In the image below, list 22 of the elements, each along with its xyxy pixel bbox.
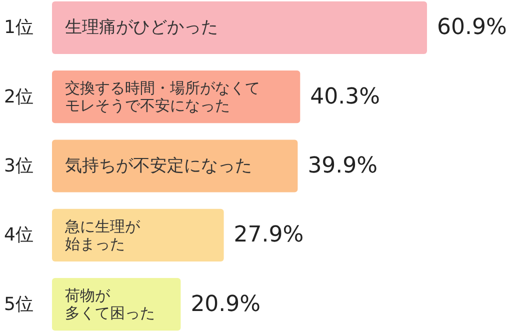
y-tick-label: 2位	[4, 86, 34, 108]
annotation: 荷物が	[65, 286, 111, 305]
y-tick-label: 3位	[4, 156, 34, 176]
bar	[52, 1, 427, 54]
annotation: 気持ちが不安定になった	[65, 156, 252, 176]
data-label: 40.3%	[310, 84, 380, 110]
y-tick-label: 4位	[4, 224, 34, 246]
bar	[52, 140, 298, 192]
data-label: 20.9%	[190, 292, 261, 317]
annotation: 交換する時間・場所がなくて	[65, 79, 260, 98]
annotation: 生理痛がひどかった	[65, 18, 218, 38]
bar	[52, 278, 181, 331]
annotation: 始まった	[65, 234, 125, 253]
y-tick-label: 5位	[4, 294, 34, 315]
y-tick-label: 1位	[4, 17, 34, 38]
annotation: モレそうで不安になった	[65, 96, 230, 114]
annotation: 多くて困った	[65, 304, 155, 322]
data-label: 60.9%	[437, 15, 507, 40]
data-label: 39.9%	[308, 154, 378, 178]
annotation: 急に生理が	[64, 218, 141, 236]
data-label: 27.9%	[234, 222, 304, 248]
bar	[52, 208, 224, 262]
